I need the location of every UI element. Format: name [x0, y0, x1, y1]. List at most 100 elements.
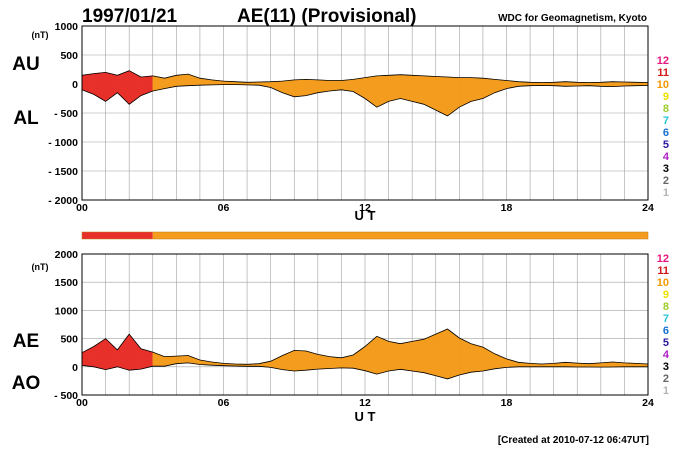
ae-ao-area-segment	[411, 338, 425, 373]
ae-ao-upper-trace	[81, 328, 649, 365]
level-legend-entry: 9	[663, 289, 669, 301]
al-label: AL	[13, 108, 39, 129]
ae-ao-y-tick-label: 1000	[55, 305, 79, 317]
activity-level-bar	[81, 231, 649, 240]
au-al-area-segment	[282, 79, 295, 98]
au-al-area-segment	[435, 76, 448, 117]
ae-ao-plot-frame	[81, 253, 649, 396]
level-bar-frame	[81, 231, 649, 240]
au-al-y-tick-label: 500	[60, 50, 78, 62]
ae-ao-area-segment	[470, 343, 484, 373]
au-al-y-tick-label: 1000	[55, 21, 79, 33]
ae-ao-area-segment	[294, 350, 307, 372]
level-legend-entry: 8	[663, 103, 669, 115]
ae-ao-y-tick-label: 2000	[55, 249, 79, 261]
ae-ao-area-segment	[353, 346, 366, 371]
level-legend-entry: 4	[663, 349, 670, 361]
au-al-y-tick-label: - 2000	[48, 195, 78, 207]
au-al-area-segment	[459, 77, 472, 108]
ae-ao-x-tick-label: 00	[76, 397, 88, 409]
au-al-unit-label: (nT)	[32, 30, 49, 40]
ae-ao-area-segment	[376, 336, 389, 375]
au-al-area-segment	[81, 73, 94, 95]
chart-title: AE(11) (Provisional)	[237, 6, 417, 27]
ae-ao-x-axis-label: U T	[355, 409, 376, 424]
au-al-area-segment	[388, 74, 401, 102]
level-legend-entry: 4	[663, 151, 670, 163]
ae-ao-y-tick-label: 1500	[55, 277, 79, 289]
au-al-x-tick-label: 18	[501, 202, 513, 214]
au-al-area-segment	[470, 77, 484, 102]
ae-ao-y-tick-labels: 2000 1500 1000 500 0 - 500	[54, 249, 78, 402]
level-legend-entry: 10	[657, 79, 669, 91]
ae-ao-lower-trace	[81, 362, 648, 380]
level-legend-entry: 5	[663, 139, 669, 151]
au-al-area-segment	[117, 70, 130, 105]
ae-ao-area	[81, 328, 649, 380]
level-legend-entry: 1	[663, 187, 669, 199]
ae-ao-x-tick-labels: 00 06 12 18 24	[76, 397, 654, 409]
au-al-area-segment	[411, 75, 425, 105]
ae-ao-area-segment	[400, 341, 413, 372]
ae-ao-area-segment	[506, 358, 519, 368]
level-legend-entry: 2	[663, 175, 669, 187]
level-legend-entry: 12	[657, 55, 669, 67]
ae-ao-area-segment	[329, 356, 342, 369]
au-al-area-segment	[270, 80, 283, 94]
au-al-x-axis-label: U T	[355, 208, 376, 223]
au-al-area-segment	[447, 76, 460, 117]
au-al-area-segment	[329, 80, 342, 92]
source-label: WDC for Geomagnetism, Kyoto	[498, 13, 647, 24]
au-al-x-tick-label: 00	[76, 202, 88, 214]
au-al-area-segment	[140, 75, 153, 96]
level-legend-entry: 11	[657, 265, 669, 277]
ae-ao-x-tick-label: 06	[218, 397, 230, 409]
level-bar-segment	[82, 232, 153, 239]
au-al-area-segment	[176, 73, 189, 87]
au-al-area	[81, 70, 649, 117]
level-legend-entry: 10	[657, 277, 669, 289]
au-al-y-tick-labels: 1000 500 0 - 500 - 1000 - 1500 - 2000	[48, 21, 78, 207]
ae-ao-area-segment	[93, 338, 106, 370]
level-legend-entry: 3	[663, 163, 669, 175]
ae-ao-area-segment	[341, 354, 354, 369]
au-label: AU	[12, 54, 39, 75]
level-legend-entry: 7	[663, 313, 669, 325]
level-legend-entry: 8	[663, 301, 669, 313]
ae-label: AE	[13, 331, 39, 352]
ae-ao-area-segment	[364, 335, 377, 375]
ae-ao-y-tick-label: 0	[72, 362, 78, 374]
ae-ao-area-segment	[117, 333, 130, 371]
level-legend-entry: 5	[663, 337, 669, 349]
ae-ao-area-segment	[176, 355, 189, 364]
ae-ao-area-segment	[459, 337, 472, 376]
ae-ao-area-segment	[282, 350, 295, 372]
level-legend-entry: 6	[663, 127, 669, 139]
au-al-x-tick-label: 24	[642, 202, 654, 214]
ae-ao-unit-label: (nT)	[32, 262, 49, 272]
level-legend-entry: 11	[657, 67, 669, 79]
level-legend-entry: 7	[663, 115, 669, 127]
au-al-y-tick-label: - 1000	[48, 137, 78, 149]
ae-ao-area-segment	[388, 341, 401, 372]
au-al-x-tick-label: 06	[218, 202, 230, 214]
ae-ao-area-segment	[105, 338, 118, 370]
level-legend-entry: 12	[657, 253, 669, 265]
level-legend-entry: 1	[663, 385, 669, 397]
ae-ao-x-tick-label: 18	[501, 397, 513, 409]
au-al-y-tick-label: - 1500	[48, 166, 78, 178]
ae-ao-x-tick-label: 24	[642, 397, 654, 409]
au-al-area-segment	[93, 72, 106, 102]
created-timestamp: [Created at 2010-07-12 06:47UT]	[498, 435, 649, 446]
ae-ao-area-segment	[435, 328, 448, 380]
level-legend-entry: 6	[663, 325, 669, 337]
ae-ao-x-tick-label: 12	[359, 397, 371, 409]
ao-label: AO	[12, 373, 41, 394]
ae-ao-grid	[82, 254, 648, 395]
level-legend-entry: 2	[663, 373, 669, 385]
au-al-y-tick-label: 0	[72, 79, 78, 91]
au-al-area-segment	[317, 79, 330, 93]
